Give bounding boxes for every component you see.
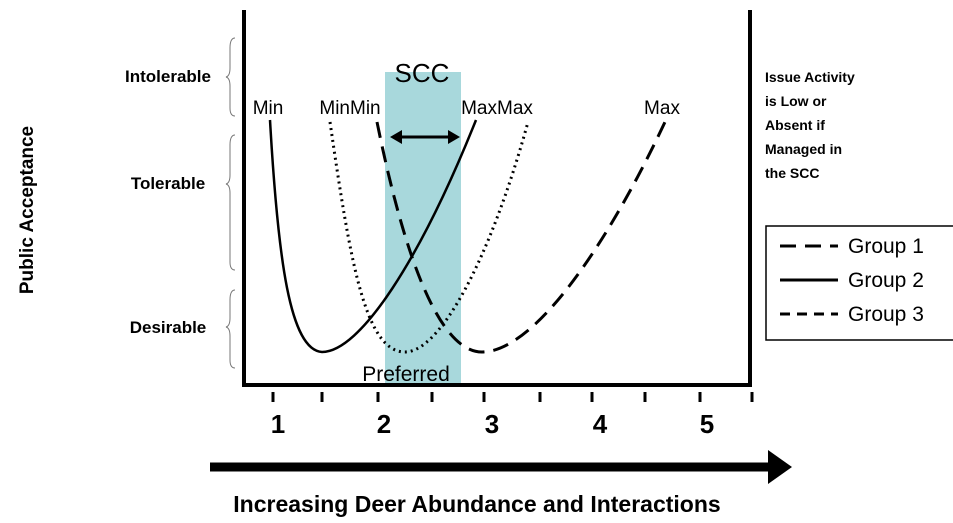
- x-tick-label: 1: [271, 409, 285, 439]
- note-line: Issue Activity: [765, 69, 855, 85]
- group-1-curve: [375, 121, 667, 354]
- x-tick-label: 2: [377, 409, 391, 439]
- zone-label: Tolerable: [131, 174, 205, 193]
- curve-labels: Min MinMin MaxMax Max: [253, 98, 681, 119]
- x-tick-label: 3: [485, 409, 499, 439]
- x-tick-label: 4: [593, 409, 608, 439]
- x-tick-labels: 1 2 3 4 5: [271, 409, 714, 439]
- curve-label: MinMin: [319, 98, 380, 119]
- note: Issue Activity is Low or Absent if Manag…: [765, 69, 855, 181]
- preferred-label: Preferred: [362, 363, 450, 386]
- zone-labels: Intolerable Tolerable Desirable: [125, 67, 211, 337]
- y-axis-label: Public Acceptance: [17, 126, 38, 294]
- note-line: is Low or: [765, 93, 827, 109]
- dotted-curve: [328, 121, 530, 354]
- legend-label: Group 2: [848, 269, 924, 292]
- curve-label: MaxMax: [461, 98, 533, 119]
- scc-arrow: [390, 130, 460, 144]
- note-line: Managed in: [765, 141, 842, 157]
- zone-label: Desirable: [130, 318, 207, 337]
- curves: [268, 119, 667, 354]
- braces: [225, 37, 236, 369]
- note-line: Absent if: [765, 117, 825, 133]
- legend: Group 1 Group 2 Group 3: [765, 225, 953, 341]
- plot-frame: [242, 10, 752, 387]
- group-2-curve: [268, 119, 478, 354]
- scc-label: SCC: [395, 58, 450, 88]
- tick-marks: [271, 392, 754, 402]
- trend-arrow: [210, 450, 792, 484]
- title: Increasing Deer Abundance and Interactio…: [233, 491, 720, 517]
- legend-label: Group 1: [848, 235, 924, 258]
- legend-label: Group 3: [848, 303, 924, 326]
- note-line: the SCC: [765, 165, 819, 181]
- curve-label: Min: [253, 98, 284, 119]
- zone-label: Intolerable: [125, 67, 211, 86]
- x-tick-label: 5: [700, 409, 714, 439]
- curve-label: Max: [644, 98, 680, 119]
- legend-box: [765, 225, 953, 341]
- scc-zone: [385, 72, 461, 385]
